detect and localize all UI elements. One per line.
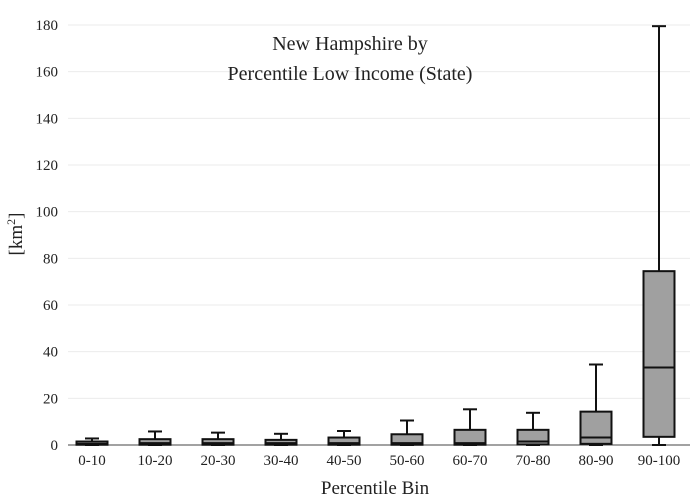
x-tick-label: 70-80	[516, 453, 551, 469]
y-tick-label: 60	[43, 298, 58, 314]
y-tick-label: 0	[51, 438, 59, 454]
x-tick-label: 40-50	[327, 453, 362, 469]
y-tick-label: 20	[43, 391, 58, 407]
box-iqr	[642, 270, 676, 438]
box-group	[579, 363, 613, 446]
y-tick-label: 180	[36, 18, 59, 34]
y-tick-label: 120	[36, 158, 59, 174]
box-group	[390, 419, 424, 446]
x-tick-label: 10-20	[138, 453, 173, 469]
y-axis-ticks: 0 20 40 60 80 100 120 140 160 180	[36, 18, 59, 454]
box-group	[327, 430, 361, 446]
x-tick-label: 60-70	[453, 453, 488, 469]
box-group	[453, 408, 487, 446]
x-axis-title: Percentile Bin	[321, 478, 430, 499]
y-axis-title: [km2]	[4, 213, 27, 256]
box-group	[642, 25, 676, 446]
y-axis-title-base: [km	[6, 225, 27, 256]
y-axis-title-sup: 2	[4, 219, 18, 225]
x-tick-label: 50-60	[390, 453, 425, 469]
y-tick-label: 160	[36, 65, 59, 81]
box-group	[75, 437, 109, 446]
x-tick-label: 0-10	[78, 453, 106, 469]
x-tick-label: 30-40	[264, 453, 299, 469]
x-tick-label: 20-30	[201, 453, 236, 469]
x-axis-ticks: 0-10 10-20 20-30 30-40 40-50 50-60 60-70 70-80 8…	[78, 453, 680, 469]
y-tick-label: 80	[43, 251, 58, 267]
box-iqr	[453, 428, 487, 446]
box-iqr	[138, 438, 172, 446]
grid-lines	[68, 24, 690, 399]
box-group	[516, 411, 550, 446]
box-iqr	[327, 436, 361, 446]
x-tick-label: 90-100	[638, 453, 681, 469]
box-iqr	[579, 410, 613, 445]
y-axis-title-end: ]	[6, 213, 27, 219]
box-group	[201, 431, 235, 446]
chart-title-line-1: New Hampshire by	[272, 33, 428, 55]
x-tick-label: 80-90	[579, 453, 614, 469]
box-group	[264, 432, 298, 446]
y-tick-label: 140	[36, 111, 59, 127]
y-tick-label: 40	[43, 345, 58, 361]
box-iqr	[390, 433, 424, 446]
box-iqr	[201, 438, 235, 446]
y-tick-label: 100	[36, 205, 59, 221]
box-group	[138, 430, 172, 446]
chart-title-line-2: Percentile Low Income (State)	[228, 63, 473, 85]
box-series	[75, 25, 676, 446]
